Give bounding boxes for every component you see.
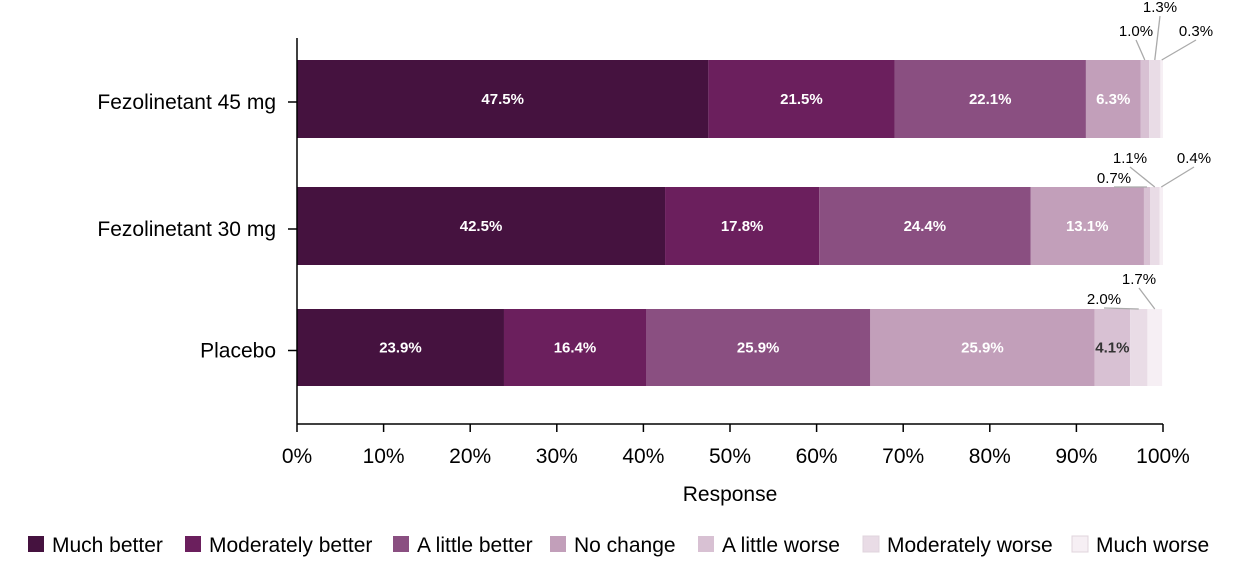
callout-leader: [1135, 39, 1146, 61]
callout-leader: [1129, 166, 1156, 188]
bar-segment: [870, 309, 1095, 386]
category-labels-layer: Fezolinetant 45 mg Fezolinetant 30 mg Plac…: [97, 91, 297, 363]
category-label: Placebo: [200, 340, 276, 363]
x-tick-label: 20%: [449, 445, 491, 468]
callout-label: 2.0%: [1087, 291, 1121, 308]
segment-label: 13.1%: [1066, 218, 1109, 235]
bar-segment: [1147, 309, 1163, 386]
x-tick-label: 80%: [969, 445, 1011, 468]
legend-label: Moderately worse: [887, 534, 1053, 557]
legend-label: A little worse: [722, 534, 840, 557]
x-tick-label: 10%: [363, 445, 405, 468]
x-tick-label: 30%: [536, 445, 578, 468]
callout-leader: [1138, 287, 1156, 310]
bar-segment: [894, 60, 1086, 138]
bar-segment: [665, 187, 820, 265]
bar-segment: [1150, 187, 1160, 265]
x-axis-title: Response: [683, 483, 778, 506]
bar-segment: [1094, 309, 1131, 386]
segment-label: 21.5%: [780, 91, 823, 108]
x-tick-label: 40%: [622, 445, 664, 468]
callout-label: 0.4%: [1177, 150, 1211, 167]
callout-label: 0.3%: [1179, 23, 1213, 40]
bar-segment: [1159, 187, 1163, 265]
x-tick-label: 0%: [282, 445, 312, 468]
callout-label: 0.7%: [1097, 170, 1131, 187]
legend-swatch: [698, 536, 714, 552]
segment-label: 17.8%: [721, 218, 764, 235]
bar-segment: [1030, 187, 1144, 265]
bar-segment: [503, 309, 646, 386]
legend-label: A little better: [417, 534, 533, 557]
segment-label: 25.9%: [737, 340, 780, 357]
category-label: Fezolinetant 45 mg: [97, 91, 276, 114]
callout-leader: [1160, 166, 1195, 188]
x-ticks-layer: 0% 10% 20% 30% 40% 50% 60% 70% 80% 90% 100%: [282, 424, 1190, 468]
x-tick-label: 60%: [796, 445, 838, 468]
bar-segment: [708, 60, 895, 138]
legend-label: Much better: [52, 534, 163, 557]
bar-segment: [1085, 60, 1141, 138]
segment-labels-layer: 47.5% 21.5% 22.1% 6.3% 42.5% 17.8% 24.4% 13.1% 2…: [379, 91, 1130, 357]
callout-label: 1.7%: [1122, 271, 1156, 288]
segment-label: 6.3%: [1096, 91, 1130, 108]
segment-label: 47.5%: [481, 91, 524, 108]
callout-leader: [1103, 307, 1139, 310]
legend-swatch: [28, 536, 44, 552]
legend-label: Much worse: [1096, 534, 1209, 557]
bar-segment: [297, 187, 666, 265]
segment-label: 24.4%: [904, 218, 947, 235]
segment-label: 25.9%: [961, 340, 1004, 357]
bar-segment: [1140, 60, 1150, 138]
callout-label: 1.0%: [1119, 23, 1153, 40]
segment-label: 16.4%: [554, 340, 597, 357]
callout-labels-layer: 1.0% 1.3%0.3% 0.7% 1.1% 0.4% 2.0%1.7%: [1087, 0, 1213, 310]
category-label: Fezolinetant 30 mg: [97, 218, 276, 241]
x-tick-label: 90%: [1055, 445, 1097, 468]
bar-segment: [1143, 187, 1151, 265]
segment-label: 42.5%: [460, 218, 503, 235]
bar-segment: [297, 309, 504, 386]
x-tick-label: 50%: [709, 445, 751, 468]
bar-segment: [819, 187, 1031, 265]
bar-segment: [1160, 60, 1163, 138]
callout-label: 1.1%: [1113, 150, 1147, 167]
segment-label: 4.1%: [1095, 340, 1129, 357]
legend-swatch: [185, 536, 201, 552]
x-tick-label: 100%: [1136, 445, 1190, 468]
legend-swatch: [862, 535, 880, 553]
legend-swatch: [550, 536, 566, 552]
bar-segment: [1130, 309, 1148, 386]
bars-layer: [297, 60, 1163, 386]
callout-leader: [1154, 15, 1161, 61]
bar-segment: [645, 309, 871, 386]
bar-segment: [1149, 60, 1161, 138]
segment-label: 22.1%: [969, 91, 1012, 108]
x-tick-label: 70%: [882, 445, 924, 468]
segment-label: 23.9%: [379, 340, 422, 357]
legend-swatch: [1071, 535, 1089, 553]
legend: Much better Moderately better A little bet…: [28, 534, 1209, 557]
bar-segment: [297, 60, 709, 138]
legend-label: Moderately better: [209, 534, 372, 557]
legend-label: No change: [574, 534, 676, 557]
callout-leader: [1161, 39, 1197, 61]
callout-label: 1.3%: [1143, 0, 1177, 16]
legend-swatch: [393, 536, 409, 552]
